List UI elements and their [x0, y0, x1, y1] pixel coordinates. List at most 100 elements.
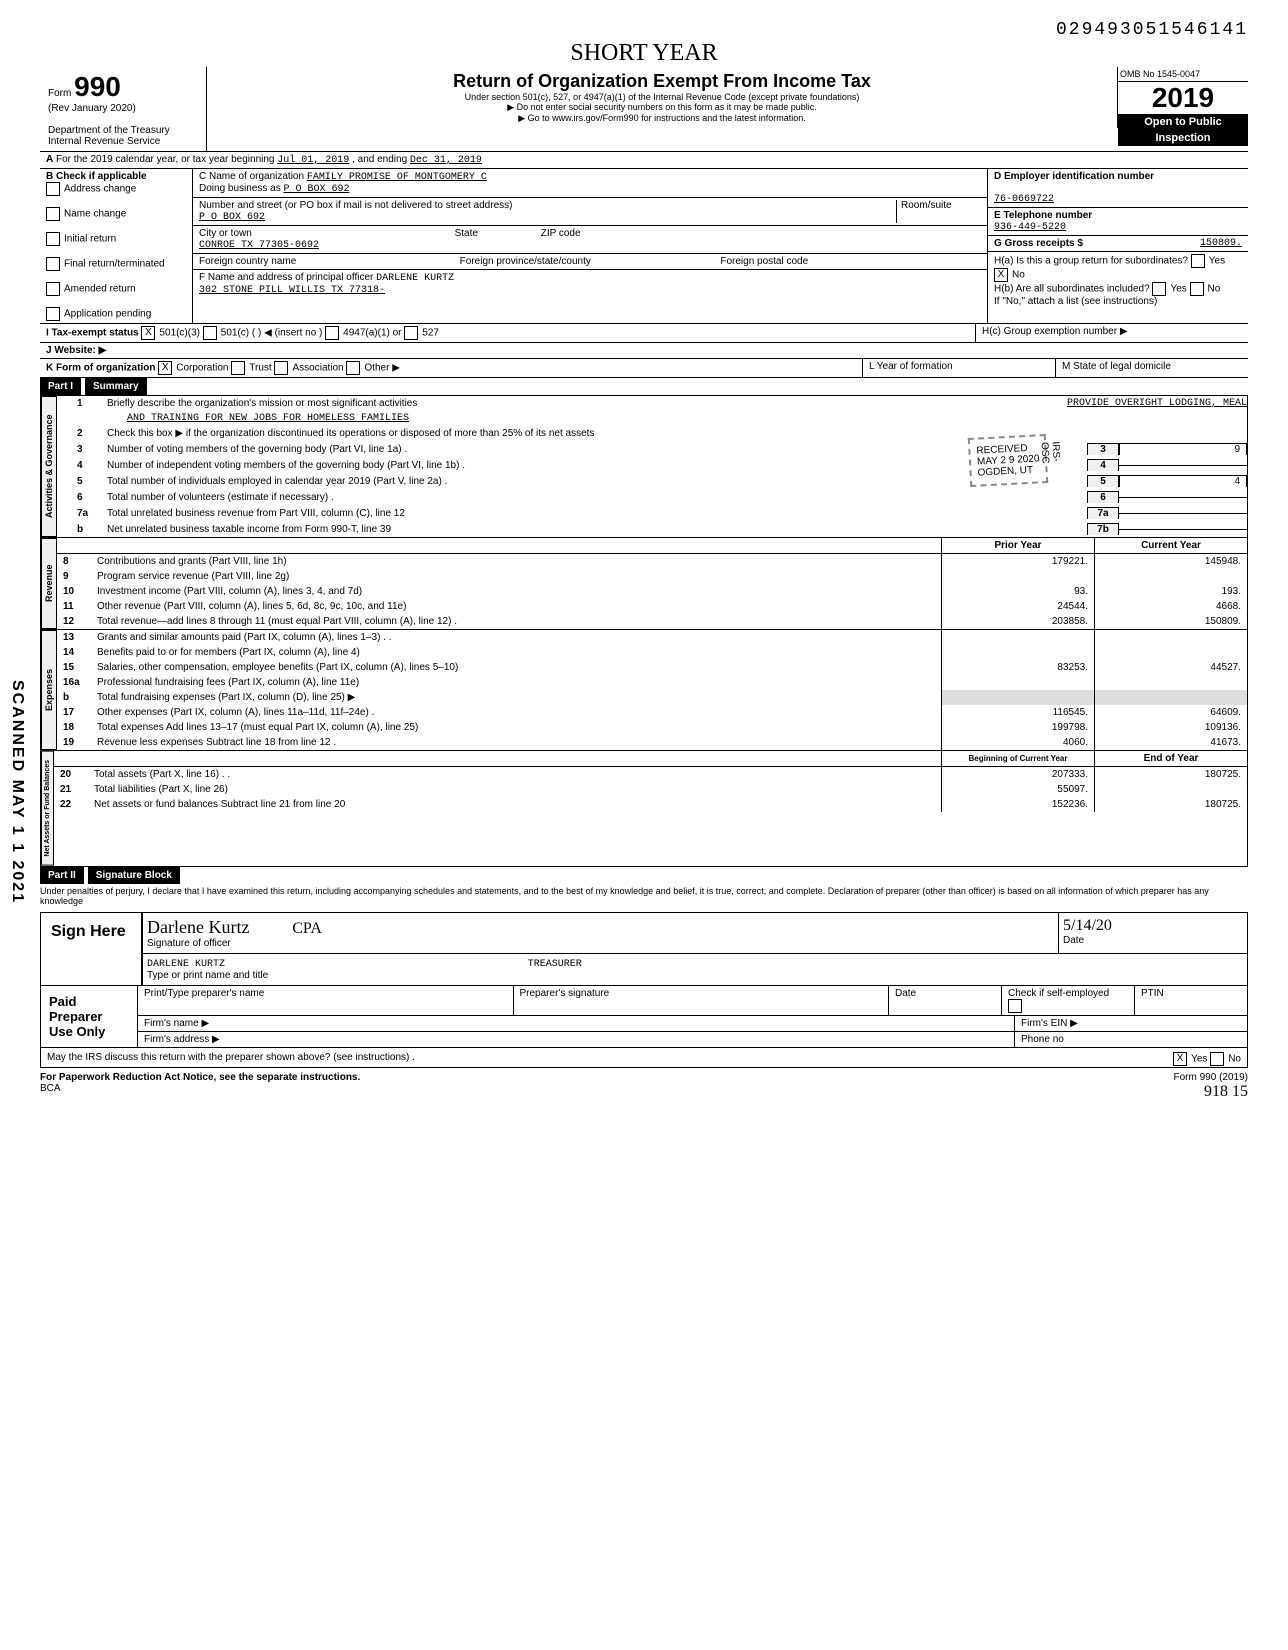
- vert-expenses: Expenses: [41, 630, 57, 750]
- l14-prior: [941, 645, 1094, 660]
- dba-value: P O BOX 692: [284, 184, 350, 195]
- form-title: Return of Organization Exempt From Incom…: [215, 71, 1109, 92]
- hb-no-check[interactable]: [1190, 282, 1204, 296]
- check-app-pending[interactable]: [46, 307, 60, 321]
- col-prior: Prior Year: [941, 538, 1094, 553]
- l1-cont: AND TRAINING FOR NEW JOBS FOR HOMELESS F…: [127, 413, 409, 424]
- sig-date: 5/14/20: [1063, 917, 1112, 934]
- prep-ptin: PTIN: [1134, 986, 1247, 1015]
- line-a-mid: , and ending: [352, 154, 407, 165]
- c-name-label: C Name of organization: [199, 171, 304, 182]
- check-self-employed[interactable]: [1008, 999, 1022, 1013]
- l9-prior: [941, 569, 1094, 584]
- j-label: J Website: ▶: [46, 345, 106, 356]
- hb-note: If "No," attach a list (see instructions…: [994, 296, 1157, 307]
- footer-form: Form 990 (2019): [1174, 1072, 1248, 1083]
- open1: Open to Public: [1118, 114, 1248, 130]
- l18-current: 109136.: [1094, 720, 1247, 735]
- discuss-no: No: [1228, 1053, 1241, 1064]
- l1-text: Briefly describe the organization's miss…: [107, 398, 1067, 409]
- prep-check: Check if self-employed: [1008, 988, 1109, 999]
- check-527[interactable]: [404, 326, 418, 340]
- hb-no: No: [1208, 284, 1221, 295]
- check-assoc[interactable]: [274, 361, 288, 375]
- dba-label: Doing business as: [199, 183, 281, 194]
- check-final-return[interactable]: [46, 257, 60, 271]
- hb-yes-check[interactable]: [1152, 282, 1166, 296]
- g-label: G Gross receipts $: [994, 238, 1083, 249]
- firm-ein: Firm's EIN ▶: [1014, 1016, 1247, 1031]
- gross-receipts: 150809.: [1200, 238, 1242, 249]
- l21-text: Total liabilities (Part X, line 26): [90, 782, 941, 797]
- cpa-hand: CPA: [292, 920, 322, 937]
- l10-current: 193.: [1094, 584, 1247, 599]
- l7a-val: [1119, 513, 1247, 514]
- l17-current: 64609.: [1094, 705, 1247, 720]
- check-address-change[interactable]: [46, 182, 60, 196]
- check-501c3[interactable]: X: [141, 326, 155, 340]
- l8-text: Contributions and grants (Part VIII, lin…: [93, 554, 941, 569]
- l11-text: Other revenue (Part VIII, column (A), li…: [93, 599, 941, 614]
- room-label: Room/suite: [896, 200, 981, 223]
- zip-label: ZIP code: [541, 228, 581, 239]
- firm-addr: Firm's address ▶: [138, 1032, 1014, 1047]
- tax-year-end: Dec 31, 2019: [410, 155, 482, 166]
- ha-no-check[interactable]: X: [994, 268, 1008, 282]
- l18-prior: 199798.: [941, 720, 1094, 735]
- l6-text: Total number of volunteers (estimate if …: [107, 492, 1087, 503]
- l6-val: [1119, 497, 1247, 498]
- prep-sig: Preparer's signature: [513, 986, 889, 1015]
- ha-yes-check[interactable]: [1191, 254, 1205, 268]
- date-label: Date: [1063, 935, 1084, 946]
- l16b-text: Total fundraising expenses (Part IX, col…: [93, 690, 941, 705]
- l19-current: 41673.: [1094, 735, 1247, 750]
- l16a-text: Professional fundraising fees (Part IX, …: [93, 675, 941, 690]
- l13-text: Grants and similar amounts paid (Part IX…: [93, 630, 941, 645]
- discuss-yes-check[interactable]: X: [1173, 1052, 1187, 1066]
- label-initial-return: Initial return: [64, 234, 116, 245]
- check-corp[interactable]: X: [158, 361, 172, 375]
- check-trust[interactable]: [231, 361, 245, 375]
- dept: Department of the Treasury: [48, 125, 170, 136]
- l10-prior: 93.: [941, 584, 1094, 599]
- part1-title: Summary: [85, 378, 147, 395]
- l16a-prior: [941, 675, 1094, 690]
- prep-date: Date: [888, 986, 1001, 1015]
- label-assoc: Association: [292, 363, 343, 374]
- check-501c[interactable]: [203, 326, 217, 340]
- check-4947[interactable]: [325, 326, 339, 340]
- label-501c: 501(c) ( ) ◀ (insert no ): [221, 328, 323, 339]
- l-label: L Year of formation: [863, 359, 1056, 377]
- label-name-change: Name change: [64, 209, 126, 220]
- subtitle2: ▶ Do not enter social security numbers o…: [215, 102, 1109, 113]
- col-eoy: End of Year: [1094, 751, 1247, 766]
- line-a-label: For the 2019 calendar year, or tax year …: [56, 154, 274, 165]
- label-501c3: 501(c)(3): [159, 328, 200, 339]
- check-amended[interactable]: [46, 282, 60, 296]
- l22-text: Net assets or fund balances Subtract lin…: [90, 797, 941, 812]
- ha-label: H(a) Is this a group return for subordin…: [994, 256, 1188, 267]
- prep-print-name: Print/Type preparer's name: [138, 986, 513, 1015]
- addr-value: P O BOX 692: [199, 212, 265, 223]
- check-other[interactable]: [346, 361, 360, 375]
- form-number: 990: [74, 71, 121, 102]
- l3-text: Number of voting members of the governin…: [107, 444, 1087, 455]
- handwritten-short-year: SHORT YEAR: [40, 40, 1248, 67]
- part2-title: Signature Block: [88, 867, 180, 884]
- stamp-ogden: OGDEN, UT: [977, 464, 1040, 478]
- vert-netassets: Net Assets or Fund Balances: [41, 751, 54, 866]
- discuss-no-check[interactable]: [1210, 1052, 1224, 1066]
- l1-val: PROVIDE OVERIGHT LODGING, MEAL: [1067, 398, 1247, 409]
- form-header: Form 990 (Rev January 2020) Department o…: [40, 67, 1248, 152]
- paperwork-notice: For Paperwork Reduction Act Notice, see …: [40, 1072, 360, 1083]
- check-name-change[interactable]: [46, 207, 60, 221]
- label-corp: Corporation: [176, 363, 228, 374]
- sig-label: Signature of officer: [147, 938, 231, 949]
- discuss-yes: Yes: [1191, 1053, 1207, 1064]
- l21-current: [1094, 782, 1247, 797]
- check-initial-return[interactable]: [46, 232, 60, 246]
- l15-prior: 83253.: [941, 660, 1094, 675]
- l20-prior: 207333.: [941, 767, 1094, 782]
- firm-phone: Phone no: [1014, 1032, 1247, 1047]
- foreign-country: Foreign country name: [199, 256, 460, 267]
